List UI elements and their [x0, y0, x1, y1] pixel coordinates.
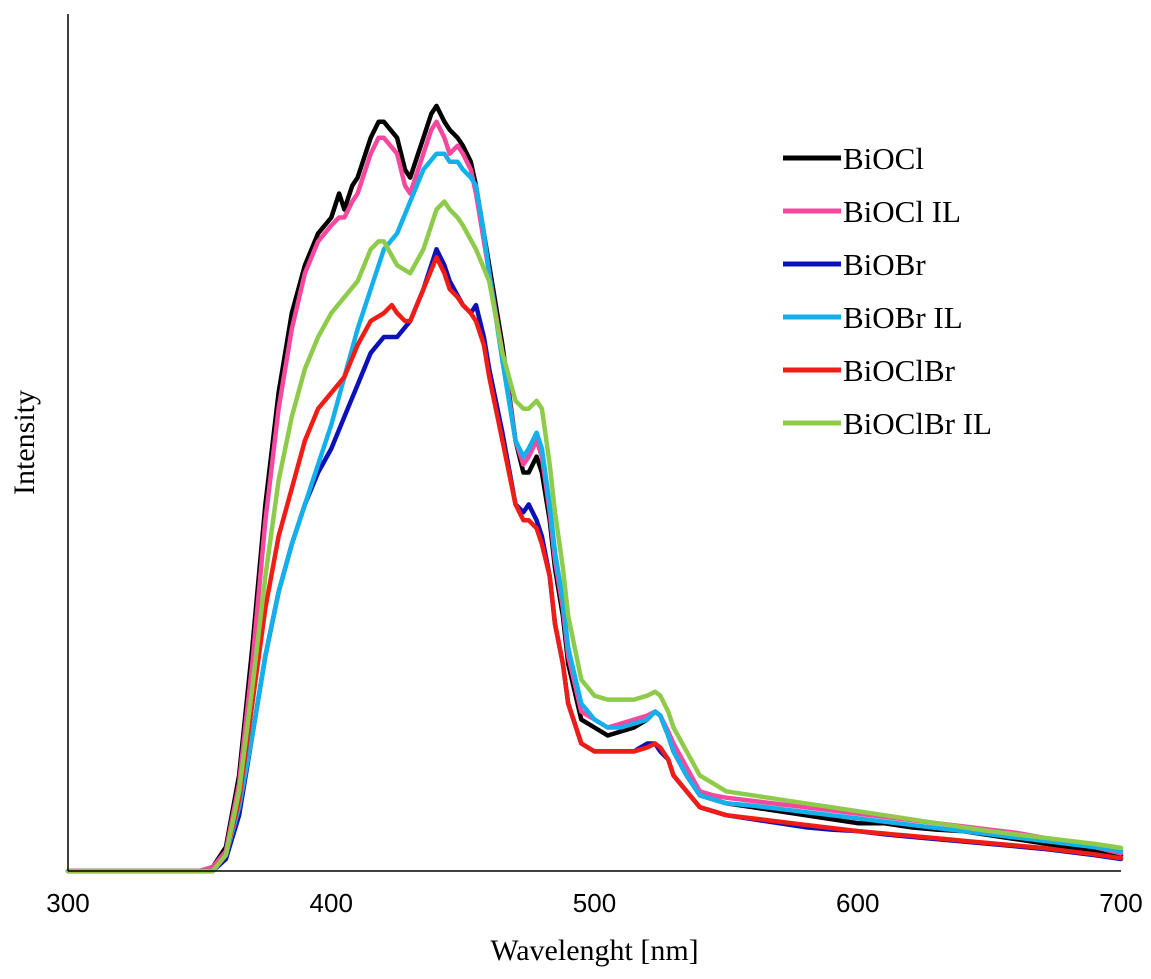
series-line-biocl	[65, 103, 1124, 874]
x-tick-label: 500	[573, 888, 616, 918]
y-axis-title: Intensity	[8, 390, 41, 495]
plot-lines	[65, 103, 1124, 874]
x-tick-label: 600	[836, 888, 879, 918]
legend-label-biobr-il: BiOBr IL	[843, 300, 963, 335]
series-line-biobr-il	[65, 151, 1124, 874]
legend: BiOCl BiOCl IL BiOBr BiOBr IL BiOClBr BiOClBr…	[783, 141, 992, 441]
series-line-bioclbr-il	[65, 199, 1124, 874]
x-tick-label: 400	[310, 888, 353, 918]
series-line-biocl-il	[65, 119, 1124, 874]
series-line-bioclbr	[65, 255, 1124, 874]
legend-label-bioclbr-il: BiOClBr IL	[843, 406, 992, 441]
legend-label-biobr: BiOBr	[843, 247, 926, 282]
x-tick-labels: 300 400 500 600 700	[46, 888, 1142, 918]
x-tick-label: 300	[46, 888, 89, 918]
legend-label-biocl: BiOCl	[843, 141, 924, 176]
x-tick-label: 700	[1099, 888, 1142, 918]
legend-label-biocl-il: BiOCl IL	[843, 194, 961, 229]
x-axis-title: Wavelenght [nm]	[490, 934, 698, 967]
axes	[67, 14, 1121, 872]
series-line-biobr	[65, 247, 1124, 874]
legend-label-bioclbr: BiOClBr	[843, 353, 956, 388]
